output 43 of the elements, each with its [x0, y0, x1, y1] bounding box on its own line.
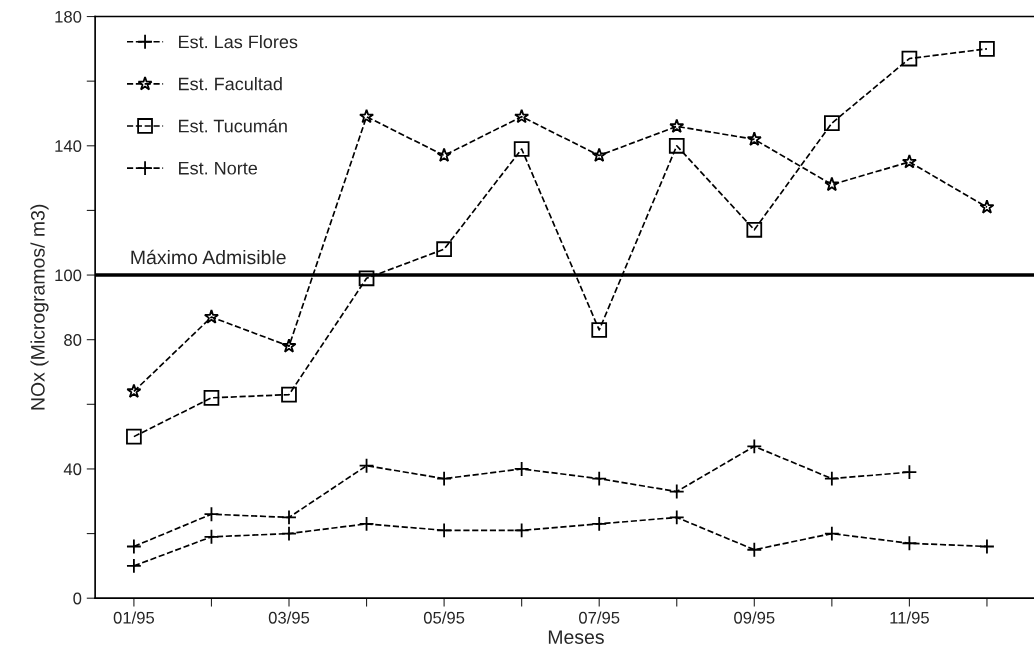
point: [126, 428, 142, 445]
x-tick-label: 05/95: [423, 611, 465, 624]
x-tick-label: 03/95: [268, 611, 310, 624]
point: [591, 322, 608, 338]
legend-label: Est. Facultad: [179, 77, 282, 91]
point: [591, 147, 607, 163]
y-tick-label: 100: [55, 269, 82, 282]
point: [746, 131, 762, 146]
x-axis-title: Meses: [548, 630, 604, 644]
x-tick-label: 01/95: [113, 611, 155, 624]
point: [281, 338, 297, 353]
y-tick-label: 180: [55, 10, 82, 23]
point: [126, 383, 142, 398]
point: [901, 154, 917, 169]
point: [668, 137, 685, 154]
point: [824, 176, 840, 192]
point: [746, 221, 763, 238]
point: [203, 389, 220, 406]
y-tick-label: 0: [73, 592, 82, 605]
point: [901, 50, 918, 67]
point: [281, 386, 297, 403]
x-tick-label: 09/95: [734, 611, 775, 624]
y-tick-label: 140: [55, 140, 82, 152]
point: [979, 40, 995, 57]
point: [513, 141, 530, 157]
ref-line-label: Máximo Admisible: [131, 249, 286, 265]
x-tick-label: 07/95: [579, 611, 620, 624]
point: [436, 241, 452, 258]
point: [358, 270, 375, 287]
point: [359, 108, 375, 124]
legend-label: Est. Las Flores: [179, 34, 298, 49]
point: [514, 108, 530, 124]
x-tick-label: 11/95: [890, 611, 929, 624]
point: [203, 309, 219, 324]
legend-label: Est. Tucumán: [179, 118, 287, 133]
point: [436, 147, 452, 163]
y-tick-label: 80: [64, 334, 82, 346]
point: [824, 115, 840, 132]
y-axis-title: NOx (Microgramos/ m3): [30, 204, 49, 410]
y-tick-label: 40: [63, 463, 82, 476]
point: [979, 199, 995, 214]
legend-label: Est. Norte: [179, 161, 258, 175]
point: [669, 118, 685, 133]
